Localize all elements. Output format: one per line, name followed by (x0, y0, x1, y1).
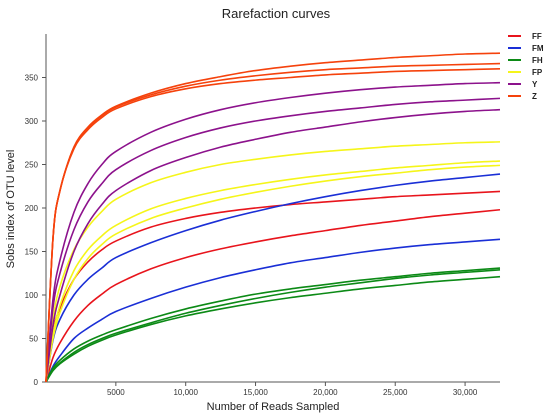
series-line-fm (45, 173, 501, 383)
x-tick-label: 20,000 (313, 388, 338, 397)
series-line-fp (45, 164, 501, 383)
y-tick-label: 300 (25, 117, 39, 126)
legend-label-ff: FF (532, 32, 542, 41)
legend-label-fp: FP (532, 68, 543, 77)
y-tick-label: 250 (25, 161, 39, 170)
y-tick-label: 0 (34, 378, 39, 387)
y-tick-label: 150 (25, 248, 39, 257)
y-tick-label: 50 (29, 335, 38, 344)
series-line-fp (45, 141, 501, 383)
series-line-y (45, 81, 501, 383)
series-line-fh (45, 268, 501, 383)
x-tick-label: 5000 (107, 388, 125, 397)
chart-ticks: 0 50 100 150 200 250 300 350 5000 10,000 15,000 20,… (25, 74, 478, 398)
chart-legend: FF FM FH FP YZ (508, 32, 544, 101)
x-tick-label: 15,000 (243, 388, 268, 397)
legend-label-y: Y (532, 80, 538, 89)
series-line-fh (45, 267, 501, 383)
chart-series (45, 52, 501, 383)
series-line-ff (45, 190, 501, 383)
chart-title: Rarefaction curves (222, 6, 331, 21)
series-line-z (45, 68, 501, 383)
y-axis-label: Sobs index of OTU level (5, 150, 17, 269)
series-line-fm (45, 238, 501, 383)
x-tick-label: 25,000 (383, 388, 408, 397)
y-tick-label: 200 (25, 204, 39, 213)
legend-label-fm: FM (532, 44, 544, 53)
series-line-fh (45, 275, 501, 383)
legend-label-fh: FH (532, 56, 543, 65)
legend-label-z: Z (532, 92, 537, 101)
x-axis-label: Number of Reads Sampled (207, 401, 340, 413)
series-line-y (45, 108, 501, 383)
series-line-y (45, 97, 501, 383)
series-line-ff (45, 208, 501, 383)
y-tick-label: 350 (25, 74, 39, 83)
series-line-fp (45, 160, 501, 383)
x-tick-label: 30,000 (453, 388, 478, 397)
x-tick-label: 10,000 (173, 388, 198, 397)
y-tick-label: 100 (25, 291, 39, 300)
